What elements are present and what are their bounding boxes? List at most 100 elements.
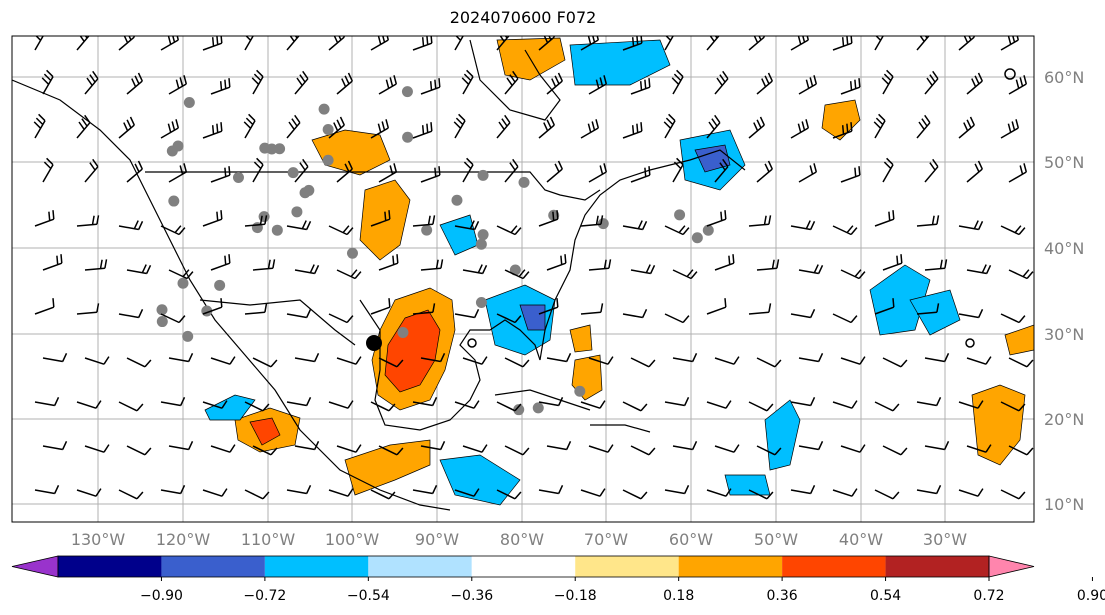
wind-barb — [496, 401, 522, 412]
lon-label: 100°W — [325, 530, 380, 549]
colorbar-segment — [782, 556, 886, 577]
wind-barb — [286, 396, 312, 407]
wind-barb — [958, 308, 984, 319]
wind-barb — [798, 75, 818, 95]
wind-barb — [588, 356, 614, 365]
observation-dot — [475, 238, 487, 250]
wind-barb — [580, 215, 604, 227]
wind-barb — [76, 400, 102, 409]
wind-barb — [798, 264, 824, 275]
wind-barb — [672, 157, 684, 183]
coast-hudson — [469, 39, 561, 121]
wind-barb — [252, 357, 278, 368]
wind-barb — [160, 313, 186, 324]
wind-barb — [210, 166, 231, 183]
wind-barb — [874, 298, 895, 315]
lon-label: 110°W — [241, 530, 296, 549]
wind-barb — [34, 210, 55, 227]
wind-barb — [453, 113, 466, 139]
coast-cuba — [494, 389, 591, 411]
wind-barb — [798, 163, 818, 183]
wind-barb — [580, 119, 600, 139]
wind-barb — [76, 488, 102, 497]
wind-barb — [958, 220, 984, 231]
wind-barb — [42, 352, 68, 363]
wind-barb — [546, 72, 563, 95]
wind-barb — [496, 36, 510, 51]
colorbar-segment — [471, 556, 576, 577]
wind-barb — [126, 445, 152, 456]
wind-barb — [756, 445, 782, 456]
wind-barb — [663, 113, 676, 139]
wind-barb — [706, 488, 732, 497]
wind-barb — [832, 36, 853, 51]
wind-barb — [336, 444, 362, 453]
wind-barb — [168, 163, 188, 183]
wind-barb — [160, 396, 186, 407]
wind-barb — [462, 444, 488, 453]
observation-dot — [518, 176, 530, 188]
observation-dot — [232, 172, 244, 184]
wind-barb — [420, 440, 446, 451]
wind-barb — [378, 163, 398, 183]
contour-blue-florida — [484, 284, 556, 356]
wind-barb — [546, 254, 567, 271]
wind-barb — [874, 36, 884, 51]
wind-barb — [202, 488, 228, 497]
wind-barb — [454, 220, 480, 231]
wind-barb — [454, 308, 480, 319]
colorbar-segment — [264, 556, 369, 577]
wind-barb — [1000, 36, 1020, 51]
observation-dot — [303, 184, 315, 196]
lon-label: 60°W — [669, 530, 713, 549]
wind-barb — [243, 113, 256, 139]
lon-label: 50°W — [754, 530, 798, 549]
wind-barb — [790, 396, 816, 407]
wind-barb — [756, 160, 773, 183]
wind-barb — [671, 69, 684, 95]
wind-barb — [882, 254, 903, 271]
wind-barb — [504, 357, 530, 368]
colorbar-tick-label: 0.90 — [1077, 588, 1105, 604]
wind-barb — [714, 158, 729, 183]
wind-barb — [748, 215, 772, 227]
wind-barb — [168, 440, 194, 451]
wind-barb — [202, 122, 223, 139]
wind-barb — [966, 160, 983, 183]
lon-label: 120°W — [156, 530, 211, 549]
wind-barb — [328, 400, 354, 409]
wind-barb — [462, 157, 474, 183]
wind-barb — [798, 440, 824, 451]
contour-blue-atlantic3 — [764, 399, 801, 471]
lat-label: 10°N — [1044, 495, 1084, 514]
wind-barb — [202, 36, 223, 51]
contour-orange-central-america — [344, 439, 431, 496]
coast-pacific — [12, 79, 451, 511]
wind-barb — [1000, 119, 1020, 139]
wind-barb — [336, 269, 362, 280]
wind-barb — [1008, 357, 1034, 368]
wind-barb — [412, 215, 436, 227]
observation-dot — [183, 97, 195, 109]
observation-dot — [509, 264, 521, 276]
observation-dot — [451, 194, 463, 206]
wind-barb — [874, 210, 895, 227]
wind-barb — [286, 484, 312, 495]
colorbar-tick-label: −0.72 — [243, 588, 286, 604]
colorbar-tick-label: −0.18 — [554, 588, 597, 604]
wind-barb — [832, 400, 858, 409]
wind-barb — [370, 36, 390, 51]
wind-barb — [538, 210, 559, 227]
wind-barb — [328, 488, 354, 497]
wind-barb — [1008, 445, 1034, 456]
wind-barb — [252, 157, 264, 183]
wind-barb — [328, 36, 345, 51]
map-border — [11, 35, 1035, 523]
observation-dot — [266, 143, 278, 155]
wind-barb — [1000, 401, 1026, 412]
wind-barb — [958, 36, 975, 51]
wind-barb — [328, 313, 354, 324]
wind-barb — [840, 166, 861, 183]
wind-barb — [916, 114, 931, 139]
wind-barb — [454, 36, 464, 51]
